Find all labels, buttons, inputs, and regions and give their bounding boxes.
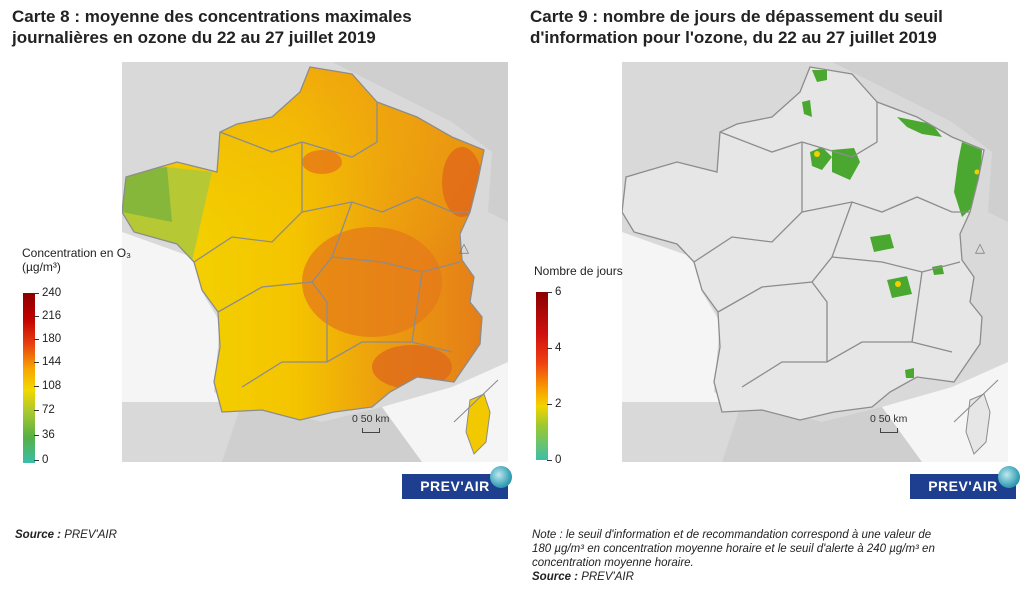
map8-legend-tick: 36 [42, 429, 55, 441]
map9-legend-tick: 4 [555, 342, 562, 354]
north-arrow-icon: △ [459, 240, 469, 255]
map8-legend-tick: 180 [42, 333, 62, 345]
map9-title: Carte 9 : nombre de jours de dépassement… [530, 6, 1020, 48]
map-panel-concentration: Carte 8 : moyenne des concentrations max… [12, 0, 512, 601]
map8-legend-title-line1: Concentration en O₃ [22, 246, 131, 260]
map8-source-label: Source : [15, 529, 62, 541]
prevair-logo: PREV'AIR [402, 466, 512, 499]
map8-title: Carte 8 : moyenne des concentrations max… [12, 6, 502, 48]
map9-title-line2: d'information pour l'ozone, du 22 au 27 … [530, 28, 937, 47]
map8-canvas [122, 62, 508, 462]
map8-tick-mark [34, 460, 39, 461]
map9-source: Source : PREV'AIR [532, 570, 935, 584]
map9-legend-title: Nombre de jours [534, 264, 623, 278]
map8-tick-mark [34, 435, 39, 436]
map9-scale-bar: 0 50 km [870, 413, 908, 425]
map8-tick-mark [34, 339, 39, 340]
map9-source-value: PREV'AIR [578, 571, 634, 583]
map9-source-label: Source : [532, 571, 579, 583]
map8-legend-tick: 72 [42, 404, 55, 416]
map9-note: Note : le seuil d'information et de reco… [532, 528, 935, 584]
map8-legend-tick: 240 [42, 287, 62, 299]
map8-legend-tick: 0 [42, 454, 49, 466]
map8-tick-mark [34, 316, 39, 317]
map8-tick-mark [34, 410, 39, 411]
map9-note-line1: Note : le seuil d'information et de reco… [532, 529, 932, 541]
map9-canvas [622, 62, 1008, 462]
map9-tick-mark [547, 348, 552, 349]
map8-tick-mark [34, 293, 39, 294]
map8-source-value: PREV'AIR [61, 529, 117, 541]
map9-tick-mark [547, 404, 552, 405]
map9-scale-line [880, 428, 898, 433]
map8-source: Source : PREV'AIR [15, 528, 117, 542]
globe-icon [490, 466, 512, 488]
prevair-logo-text: PREV'AIR [928, 478, 998, 494]
map-panel-exceedance: Carte 9 : nombre de jours de dépassement… [530, 0, 1024, 601]
map8-title-line2: journalières en ozone du 22 au 27 juille… [12, 28, 376, 47]
map8-legend-tick: 108 [42, 380, 62, 392]
prevair-logo: PREV'AIR [910, 466, 1020, 499]
map8-legend-tick: 216 [42, 310, 62, 322]
map9-legend-tick: 2 [555, 398, 562, 410]
map9-legend-tick: 6 [555, 286, 562, 298]
map9-note-line2: 180 µg/m³ en concentration moyenne horai… [532, 543, 935, 555]
map8-title-line1: Carte 8 : moyenne des concentrations max… [12, 7, 412, 26]
map8-tick-mark [34, 386, 39, 387]
north-arrow-icon: △ [975, 240, 985, 255]
map9-legend-tick: 0 [555, 454, 562, 466]
map8-scale-line [362, 428, 380, 433]
globe-icon [998, 466, 1020, 488]
map8-tick-mark [34, 362, 39, 363]
map8-legend-tick: 144 [42, 356, 62, 368]
prevair-logo-text: PREV'AIR [420, 478, 490, 494]
map8-legend-title-line2: (µg/m³) [22, 260, 61, 274]
map9-title-line1: Carte 9 : nombre de jours de dépassement… [530, 7, 943, 26]
map9-tick-mark [547, 460, 552, 461]
map8-color-scale [23, 293, 35, 463]
map9-tick-mark [547, 292, 552, 293]
map8-legend-title: Concentration en O₃ (µg/m³) [22, 246, 131, 274]
map8-scale-bar: 0 50 km [352, 413, 390, 425]
map9-color-scale [536, 292, 548, 460]
map9-note-line3: concentration moyenne horaire. [532, 557, 694, 569]
